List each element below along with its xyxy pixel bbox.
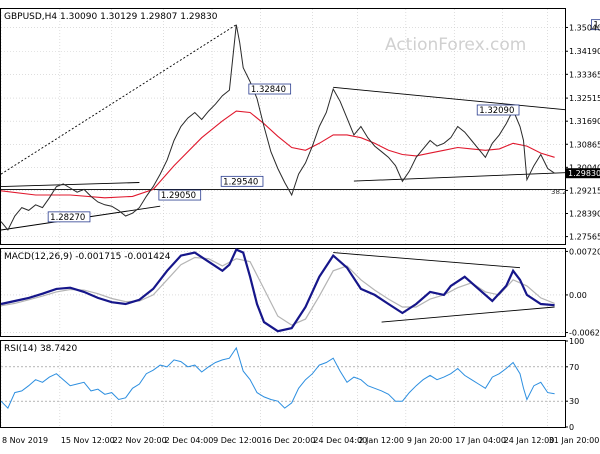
watermark: ActionForex.com <box>385 35 526 55</box>
x-tick-label: 24 Dec 04:00 <box>313 436 367 445</box>
x-tick-label: 8 Nov 2019 <box>2 436 48 445</box>
macd-line <box>0 248 555 333</box>
y-tick-label: 0.00 <box>569 291 587 300</box>
x-tick-label: 22 Nov 20:00 <box>113 436 167 445</box>
price-annotation-label: 1.29050 <box>161 191 196 201</box>
rsi-line <box>0 346 555 409</box>
y-tick-label: 0.007201 <box>569 247 600 256</box>
price-annotation-box <box>220 175 264 187</box>
price-trendline <box>0 24 237 175</box>
price-trendline <box>0 182 140 188</box>
macd-signal-line <box>0 256 555 326</box>
y-tick-label: 1.34190 <box>569 47 600 56</box>
x-tick-label: 31 Jan 20:00 <box>549 436 600 445</box>
y-tick-label: 1.31690 <box>569 117 600 126</box>
y-tick-label: -0.006229 <box>569 329 600 338</box>
y-tick-label: 1.30040 <box>569 163 600 172</box>
y-tick-label: 1.27565 <box>569 233 600 242</box>
y-tick-label: 1.28390 <box>569 210 600 219</box>
price-panel-label: GBPUSD,H4 1.30090 1.30129 1.29807 1.2983… <box>4 12 218 22</box>
price-annotation-label: 1.32090 <box>479 106 514 116</box>
x-tick-label: 24 Jan 12:00 <box>504 436 555 445</box>
x-tick-label: 9 Jan 20:00 <box>407 436 453 445</box>
y-tick-label: 30 <box>569 397 579 406</box>
y-tick-label: 1.30865 <box>569 140 600 149</box>
macd-panel-label: MACD(12,26,9) -0.001715 -0.001424 <box>4 252 171 262</box>
price-line <box>0 24 555 231</box>
current-price-marker <box>566 168 600 179</box>
price-panel: 1.35140 1.32840 1.32090 1.29540 1.29050 1.282… <box>0 19 600 231</box>
price-annotation-box <box>47 211 91 223</box>
y-tick-label: 0 <box>569 423 574 432</box>
current-price-label: 1.29830 <box>568 169 600 178</box>
panel-frames <box>0 8 566 428</box>
price-panel-frame <box>0 8 566 245</box>
price-annotation-box <box>158 189 202 201</box>
macd-panel <box>0 248 555 333</box>
x-tick-label: 9 Dec 12:00 <box>213 436 262 445</box>
x-tick-label: 16 Dec 20:00 <box>262 436 316 445</box>
y-tick-label: 100 <box>569 337 584 346</box>
price-annotation-label: 1.32840 <box>251 85 286 95</box>
grid <box>0 9 565 427</box>
price-annotation-label: 1.35140 <box>593 21 600 31</box>
y-tick-label: 1.35040 <box>569 23 600 32</box>
y-tick-label: 70 <box>569 363 579 372</box>
fib-level-label: 38.2 <box>551 188 567 196</box>
x-tick-label: 2 Jan 12:00 <box>358 436 404 445</box>
price-trendline <box>333 86 566 111</box>
y-tick-label: 1.32515 <box>569 94 600 103</box>
macd-trendline <box>333 252 521 269</box>
price-annotation-box <box>591 19 600 31</box>
price-trendline <box>353 172 566 182</box>
x-tick-label: 17 Jan 04:00 <box>455 436 506 445</box>
x-tick-label: 2 Dec 04:00 <box>165 436 214 445</box>
rsi-panel-label: RSI(14) 38.7420 <box>4 344 77 354</box>
price-annotation-box <box>476 104 520 116</box>
price-annotation-label: 1.28270 <box>50 213 85 223</box>
macd-panel-frame <box>0 248 566 337</box>
rsi-panel-frame <box>0 340 566 428</box>
price-annotation-box <box>248 83 292 95</box>
moving-average-line <box>0 110 555 199</box>
macd-trendline <box>381 306 555 323</box>
rsi-panel <box>0 346 555 409</box>
y-tick-label: 1.29215 <box>569 186 600 195</box>
price-annotation-label: 1.29540 <box>223 177 258 187</box>
y-tick-label: 1.33365 <box>569 70 600 79</box>
x-tick-label: 15 Nov 12:00 <box>61 436 115 445</box>
